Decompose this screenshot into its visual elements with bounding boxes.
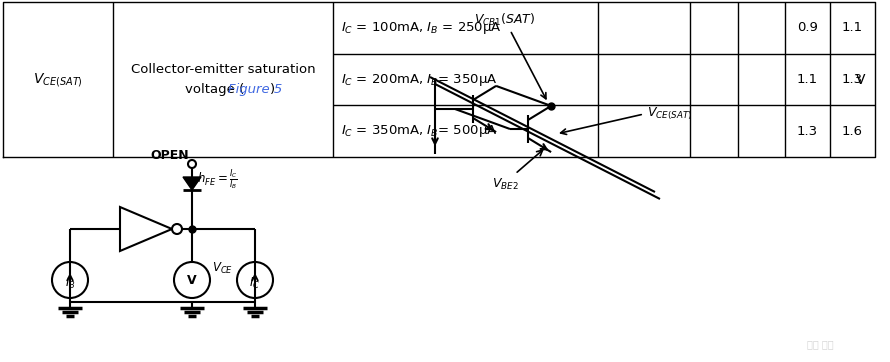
Text: $V_{CB1}(SAT)$: $V_{CB1}(SAT)$ bbox=[474, 12, 536, 28]
Text: V: V bbox=[187, 274, 197, 286]
Text: $h_{FE} = \frac{I_C}{I_B}$: $h_{FE} = \frac{I_C}{I_B}$ bbox=[197, 167, 238, 192]
Text: Collector-emitter saturation: Collector-emitter saturation bbox=[131, 63, 315, 76]
Text: 1.3: 1.3 bbox=[842, 73, 863, 86]
Polygon shape bbox=[183, 177, 201, 190]
Text: OPEN: OPEN bbox=[150, 149, 189, 162]
Text: $V_{CE(SAT)}$: $V_{CE(SAT)}$ bbox=[33, 71, 83, 88]
Text: $V_{BE2}$: $V_{BE2}$ bbox=[491, 176, 518, 191]
Text: 1.1: 1.1 bbox=[797, 73, 818, 86]
Text: 沪市 电子: 沪市 电子 bbox=[806, 339, 833, 349]
Text: Figure 5: Figure 5 bbox=[228, 83, 282, 96]
Text: $I_C$ = 200mA, $I_B$= 350μA: $I_C$ = 200mA, $I_B$= 350μA bbox=[341, 72, 498, 88]
Text: 1.6: 1.6 bbox=[842, 125, 863, 138]
Text: 0.9: 0.9 bbox=[797, 21, 818, 34]
Text: $V_{CE(SAT)}$: $V_{CE(SAT)}$ bbox=[647, 106, 692, 122]
Text: $I_C$ = 100mA, $I_B$ = 250μA: $I_C$ = 100mA, $I_B$ = 250μA bbox=[341, 20, 502, 36]
Text: 1.3: 1.3 bbox=[797, 125, 818, 138]
Text: ): ) bbox=[270, 83, 275, 96]
Text: 1.1: 1.1 bbox=[842, 21, 863, 34]
Text: $I_B$: $I_B$ bbox=[65, 275, 76, 291]
Text: V: V bbox=[856, 72, 865, 87]
Text: $V_{CE}$: $V_{CE}$ bbox=[212, 260, 233, 275]
Text: $I_C$: $I_C$ bbox=[249, 275, 261, 291]
Text: $I_C$ = 350mA, $I_B$= 500μA: $I_C$ = 350mA, $I_B$= 500μA bbox=[341, 123, 498, 139]
Text: voltage (: voltage ( bbox=[185, 83, 244, 96]
